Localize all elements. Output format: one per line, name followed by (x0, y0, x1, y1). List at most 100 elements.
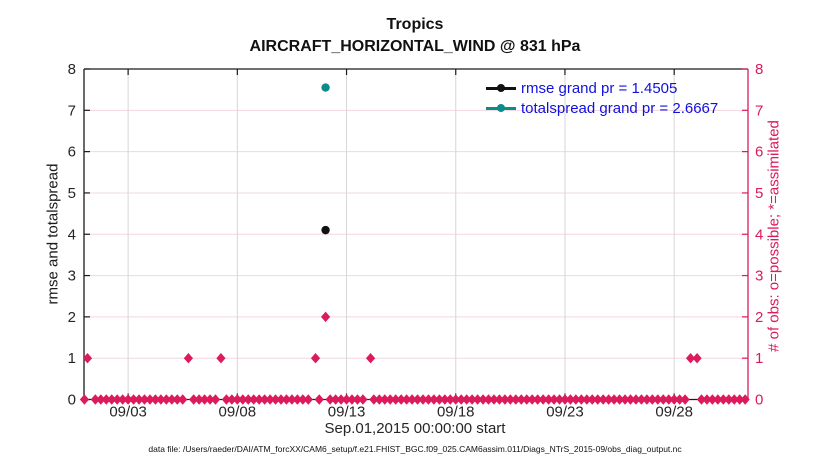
svg-text:7: 7 (68, 102, 76, 119)
obs-count-diamond-marker (243, 394, 253, 405)
obs-count-diamond-marker (625, 394, 636, 405)
totalspread-point (321, 83, 330, 92)
obs-count-markers (82, 311, 702, 364)
obs-count-diamond-marker (210, 394, 221, 405)
svg-text:3: 3 (755, 268, 763, 285)
rmse-marker-dot (497, 84, 505, 92)
obs-count-diamond-marker (341, 394, 352, 405)
obs-count-diamond-marker (620, 394, 630, 405)
obs-count-diamond-marker (374, 394, 384, 405)
obs-count-diamond-marker (303, 394, 313, 405)
obs-count-diamond-marker (205, 394, 215, 405)
svg-text:7: 7 (755, 102, 763, 119)
svg-text:0: 0 (755, 392, 763, 409)
obs-count-diamond-marker (505, 394, 515, 405)
legend-entry-rmse: rmse grand pr = 1.4505 (486, 78, 718, 98)
obs-count-diamond-marker (538, 394, 548, 405)
obs-count-diamond-marker (90, 394, 100, 405)
obs-count-diamond-marker (199, 394, 210, 405)
obs-count-diamond-marker (232, 394, 242, 405)
obs-count-diamond-marker (281, 394, 292, 405)
obs-count-diamond-marker (685, 352, 696, 364)
svg-text:09/23: 09/23 (546, 404, 584, 421)
svg-text:09/13: 09/13 (328, 404, 366, 421)
obs-count-diamond-marker (522, 394, 532, 405)
obs-count-diamond-marker (107, 394, 117, 405)
obs-count-diamond-marker (385, 394, 395, 405)
obs-count-diamond-marker (310, 352, 321, 364)
svg-text:8: 8 (755, 61, 763, 78)
obs-count-diamond-marker (560, 394, 570, 405)
obs-count-diamond-marker (451, 394, 461, 405)
obs-count-diamond-marker (604, 394, 614, 405)
data-file-caption: data file: /Users/raeder/DAI/ATM_forcXX/… (148, 444, 682, 454)
obs-count-diamond-marker (533, 394, 543, 405)
y-axis-label-right: # of obs: o=possible; *=assimilated (765, 120, 783, 352)
obs-count-diamond-marker (675, 394, 685, 405)
obs-count-diamond-marker (554, 394, 565, 405)
svg-text:0: 0 (68, 392, 76, 409)
obs-count-diamond-marker (658, 394, 668, 405)
obs-count-diamond-marker (194, 394, 204, 405)
obs-count-diamond-marker (134, 394, 144, 405)
obs-count-diamond-marker (445, 394, 455, 405)
obs-count-diamond-marker (593, 394, 603, 405)
legend-label-rmse: rmse grand pr = 1.4505 (521, 79, 678, 97)
obs-count-diamond-marker (96, 394, 106, 405)
obs-count-diamond-marker (735, 394, 745, 405)
svg-text:09/08: 09/08 (219, 404, 257, 421)
obs-count-diamond-marker (636, 394, 647, 405)
obs-count-diamond-marker (527, 394, 537, 405)
obs-count-diamond-marker (265, 394, 275, 405)
obs-count-diamond-marker (336, 394, 346, 405)
obs-count-diamond-marker (664, 394, 674, 405)
obs-count-diamond-marker (647, 394, 657, 405)
obs-count-diamond-marker (331, 394, 341, 405)
svg-text:1: 1 (755, 350, 763, 367)
obs-count-diamond-marker (156, 394, 166, 405)
svg-text:2: 2 (68, 309, 76, 326)
svg-text:09/18: 09/18 (437, 404, 475, 421)
obs-count-diamond-marker (434, 394, 444, 405)
obs-count-diamond-marker (139, 394, 150, 405)
obs-count-diamond-marker (314, 394, 324, 405)
svg-text:1: 1 (68, 350, 76, 367)
totalspread-marker-dot (497, 104, 505, 112)
v-gridlines (127, 69, 675, 400)
legend-entry-totalspread: totalspread grand pr = 2.6667 (486, 98, 718, 118)
obs-count-diamond-marker (128, 394, 139, 405)
obs-count-diamond-marker (391, 394, 401, 405)
obs-count-diamond-marker (418, 394, 428, 405)
obs-count-diamond-marker (696, 394, 707, 405)
obs-count-diamond-marker (702, 394, 712, 405)
svg-text:3: 3 (68, 268, 76, 285)
totalspread-line-swatch (486, 104, 516, 112)
obs-count-diamond-marker (565, 394, 576, 405)
obs-count-diamond-marker (178, 394, 188, 405)
totalspread-marker (321, 83, 330, 92)
obs-count-diamond-marker (380, 394, 390, 405)
obs-count-diamond-marker (365, 352, 376, 364)
obs-count-diamond-marker (292, 394, 302, 405)
obs-count-diamond-marker (216, 352, 226, 364)
obs-count-diamond-marker (167, 394, 177, 405)
svg-text:09/28: 09/28 (655, 404, 693, 421)
x-tick-labels: 09/03 09/08 09/13 09/18 09/23 09/28 (109, 404, 693, 421)
obs-count-diamond-marker (221, 394, 232, 405)
obs-count-diamond-marker (729, 394, 739, 405)
svg-text:6: 6 (755, 144, 763, 161)
obs-count-diamond-marker (724, 394, 734, 405)
rmse-line-swatch (486, 84, 516, 92)
obs-count-diamond-marker (478, 394, 488, 405)
obs-count-diamond-marker (150, 394, 161, 405)
obs-count-diamond-marker (101, 394, 111, 405)
obs-count-diamond-marker (740, 394, 750, 405)
obs-count-diamond-marker (472, 394, 483, 405)
obs-count-diamond-marker (516, 394, 526, 405)
obs-count-diamond-marker (183, 352, 194, 364)
obs-count-diamond-marker (238, 394, 248, 405)
svg-text:5: 5 (755, 185, 763, 202)
rmse-marker (321, 225, 330, 235)
obs-count-diamond-marker (270, 394, 281, 405)
svg-text:8: 8 (68, 61, 76, 78)
